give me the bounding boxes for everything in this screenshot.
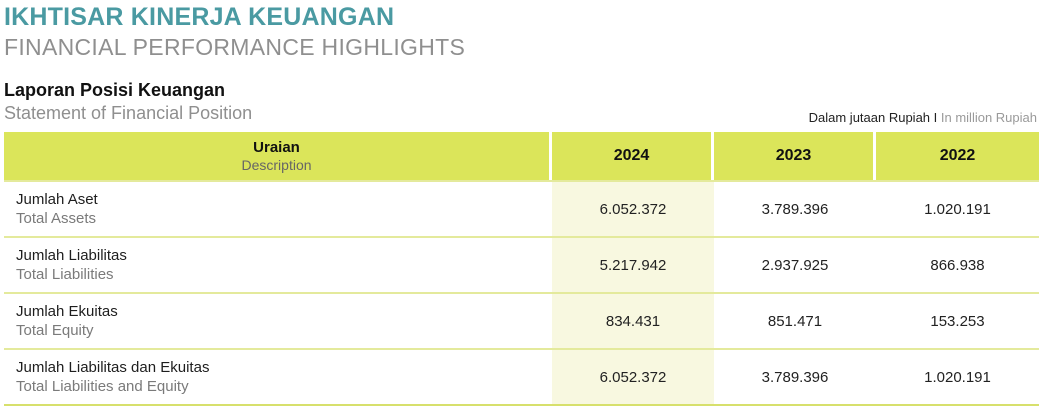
row-label: Jumlah Liabilitas dan Ekuitas Total Liabi…: [4, 348, 552, 406]
value-2024: 834.431: [552, 292, 714, 348]
row-label-id: Jumlah Liabilitas: [16, 247, 127, 264]
value-2023: 3.789.396: [714, 348, 876, 406]
row-label: Jumlah Aset Total Assets: [4, 180, 552, 236]
financial-position-table: Uraian Description 2024 2023 2022 Jumlah…: [4, 132, 1039, 406]
table-row: Jumlah Liabilitas Total Liabilities 5.217…: [4, 236, 1039, 292]
row-label-en: Total Equity: [16, 322, 94, 339]
table-row: Jumlah Aset Total Assets 6.052.372 3.789.…: [4, 180, 1039, 236]
value-2024: 6.052.372: [552, 348, 714, 406]
header-description: Uraian Description: [4, 132, 552, 180]
row-label-en: Total Liabilities: [16, 266, 114, 283]
value-2024: 6.052.372: [552, 180, 714, 236]
header-year-2023: 2023: [714, 132, 876, 180]
header-year-2024: 2024: [552, 132, 714, 180]
page-title-english: FINANCIAL PERFORMANCE HIGHLIGHTS: [4, 34, 466, 60]
unit-note-en: In million Rupiah: [940, 110, 1037, 125]
row-label-en: Total Assets: [16, 210, 97, 227]
unit-note-id: Dalam jutaan Rupiah I: [808, 110, 938, 125]
value-2023: 2.937.925: [714, 236, 876, 292]
row-label-en: Total Liabilities and Equity: [16, 378, 189, 395]
value-2023: 3.789.396: [714, 180, 876, 236]
section-title-english: Statement of Financial Position: [4, 103, 253, 123]
value-2024: 5.217.942: [552, 236, 714, 292]
section-title: Laporan Posisi Keuangan: [4, 80, 226, 100]
value-2022: 866.938: [876, 236, 1039, 292]
page-title: IKHTISAR KINERJA KEUANGAN: [4, 3, 395, 31]
row-label: Jumlah Ekuitas Total Equity: [4, 292, 552, 348]
table-header-row: Uraian Description 2024 2023 2022: [4, 132, 1039, 180]
value-2022: 1.020.191: [876, 348, 1039, 406]
unit-note: Dalam jutaan Rupiah I In million Rupiah: [809, 110, 1037, 125]
header-description-id: Uraian: [253, 139, 300, 156]
value-2022: 153.253: [876, 292, 1039, 348]
row-label-id: Jumlah Liabilitas dan Ekuitas: [16, 359, 210, 376]
header-year-2022: 2022: [876, 132, 1039, 180]
header-description-en: Description: [241, 157, 312, 173]
value-2023: 851.471: [714, 292, 876, 348]
row-label-id: Jumlah Aset: [16, 191, 98, 208]
value-2022: 1.020.191: [876, 180, 1039, 236]
row-label: Jumlah Liabilitas Total Liabilities: [4, 236, 552, 292]
table-row: Jumlah Ekuitas Total Equity 834.431 851.4…: [4, 292, 1039, 348]
table-row: Jumlah Liabilitas dan Ekuitas Total Liabi…: [4, 348, 1039, 406]
row-label-id: Jumlah Ekuitas: [16, 303, 118, 320]
